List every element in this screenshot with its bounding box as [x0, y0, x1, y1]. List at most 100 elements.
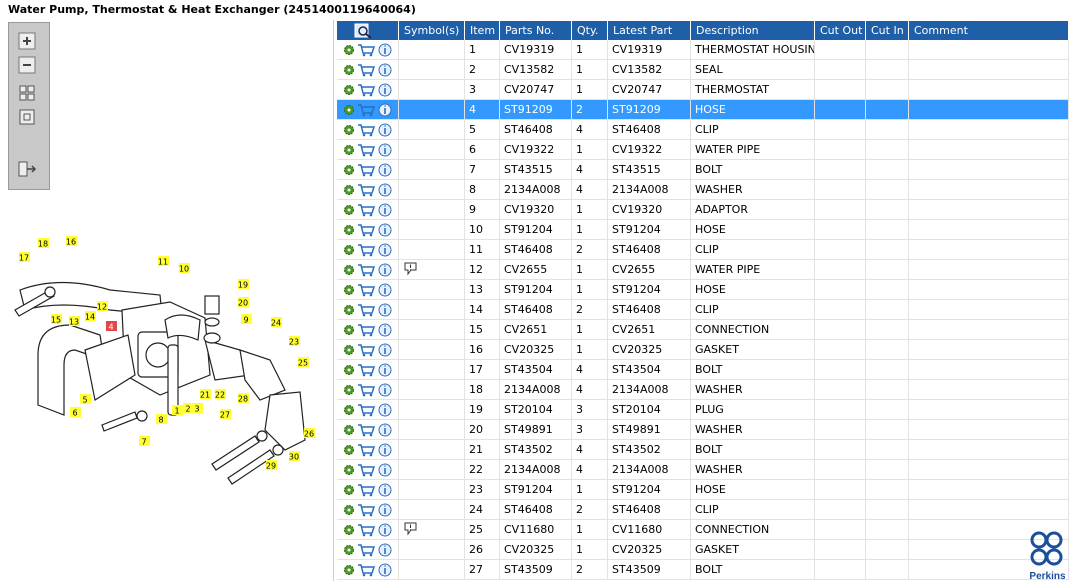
action-icons[interactable] — [341, 320, 397, 338]
callout-box[interactable] — [241, 314, 252, 324]
callout-box[interactable] — [238, 297, 249, 307]
callout-box[interactable] — [220, 409, 231, 419]
column-header[interactable]: Comment — [909, 21, 1069, 40]
callout-label[interactable]: 13 — [69, 318, 79, 327]
actual-size-button[interactable] — [17, 107, 39, 127]
table-row[interactable]: 6 CV19322 1 CV19322 WATER PIPE — [337, 140, 1069, 160]
export-button[interactable] — [17, 159, 39, 179]
callout-label[interactable]: 26 — [304, 430, 314, 439]
callout-box[interactable] — [158, 256, 169, 266]
callout-box[interactable] — [139, 436, 150, 446]
table-row[interactable]: 1 CV19319 1 CV19319 THERMOSTAT HOUSING — [337, 40, 1069, 60]
callout-label[interactable]: 30 — [289, 453, 299, 462]
action-icons[interactable] — [341, 360, 397, 378]
callout-box[interactable] — [70, 407, 81, 417]
table-row[interactable]: 14 ST46408 2 ST46408 CLIP — [337, 300, 1069, 320]
callout-label[interactable]: 8 — [158, 416, 163, 425]
table-row[interactable]: 4 ST91209 2 ST91209 HOSE — [337, 100, 1069, 120]
table-row[interactable]: 12 CV2655 1 CV2655 WATER PIPE — [337, 260, 1069, 280]
callout-box[interactable] — [238, 393, 249, 403]
callout-box[interactable] — [97, 301, 108, 311]
action-icons[interactable] — [341, 380, 397, 398]
callout-box[interactable] — [66, 236, 77, 246]
table-row[interactable]: 24 ST46408 2 ST46408 CLIP — [337, 500, 1069, 520]
column-header[interactable]: Item — [465, 21, 500, 40]
callout-box[interactable] — [69, 316, 80, 326]
callout-box[interactable] — [271, 317, 282, 327]
table-row[interactable]: 25 CV11680 1 CV11680 CONNECTION — [337, 520, 1069, 540]
callout-box[interactable] — [106, 321, 117, 331]
table-row[interactable]: 20 ST49891 3 ST49891 WASHER — [337, 420, 1069, 440]
column-header[interactable]: Parts No. — [500, 21, 572, 40]
zoom-in-button[interactable] — [17, 31, 39, 51]
action-icons[interactable] — [341, 60, 397, 78]
callout-box[interactable] — [298, 357, 309, 367]
callout-box[interactable] — [80, 394, 91, 404]
action-icons[interactable] — [341, 480, 397, 498]
callout-box[interactable] — [38, 238, 49, 248]
action-icons[interactable] — [341, 180, 397, 198]
table-row[interactable]: 2 CV13582 1 CV13582 SEAL — [337, 60, 1069, 80]
callout-box[interactable] — [215, 389, 226, 399]
column-header[interactable]: Symbol(s) — [399, 21, 465, 40]
table-row[interactable]: 13 ST91204 1 ST91204 HOSE — [337, 280, 1069, 300]
callout-box[interactable] — [238, 279, 249, 289]
callout-label[interactable]: 28 — [238, 395, 248, 404]
callout-box[interactable] — [289, 336, 300, 346]
callout-box[interactable] — [172, 405, 183, 415]
zoom-out-button[interactable] — [17, 55, 39, 75]
callout-box[interactable] — [19, 252, 30, 262]
callout-label[interactable]: 5 — [82, 396, 87, 405]
action-icons[interactable] — [341, 120, 397, 138]
callout-box[interactable] — [51, 314, 62, 324]
column-header[interactable]: Description — [691, 21, 815, 40]
table-row[interactable]: 21 ST43502 4 ST43502 BOLT — [337, 440, 1069, 460]
action-icons[interactable] — [341, 280, 397, 298]
callout-label[interactable]: 24 — [271, 319, 281, 328]
callout-label[interactable]: 20 — [238, 299, 248, 308]
callout-box[interactable] — [266, 460, 277, 470]
callout-box[interactable] — [156, 414, 167, 424]
table-row[interactable]: 9 CV19320 1 CV19320 ADAPTOR — [337, 200, 1069, 220]
action-icons[interactable] — [341, 300, 397, 318]
action-icons[interactable] — [341, 200, 397, 218]
callout-box[interactable] — [304, 428, 315, 438]
table-row[interactable]: 18 2134A008 4 2134A008 WASHER — [337, 380, 1069, 400]
action-icons[interactable] — [341, 140, 397, 158]
table-row[interactable]: 7 ST43515 4 ST43515 BOLT — [337, 160, 1069, 180]
callout-label[interactable]: 12 — [97, 303, 107, 312]
callout-box[interactable] — [179, 263, 190, 273]
callout-box[interactable] — [200, 389, 211, 399]
action-icons[interactable] — [341, 260, 397, 278]
callout-label[interactable]: 1 — [174, 407, 179, 416]
action-icons[interactable] — [341, 540, 397, 558]
table-row[interactable]: 15 CV2651 1 CV2651 CONNECTION — [337, 320, 1069, 340]
column-header[interactable]: Latest Part No. — [608, 21, 691, 56]
action-icons[interactable] — [341, 100, 397, 118]
column-header[interactable]: Cut In — [866, 21, 909, 40]
table-row[interactable]: 11 ST46408 2 ST46408 CLIP — [337, 240, 1069, 260]
symbol-icon[interactable] — [403, 520, 419, 538]
action-icons[interactable] — [341, 400, 397, 418]
callout-label[interactable]: 6 — [72, 409, 77, 418]
header-icon-cell[interactable] — [337, 21, 399, 40]
table-row[interactable]: 17 ST43504 4 ST43504 BOLT — [337, 360, 1069, 380]
table-row[interactable]: 22 2134A008 4 2134A008 WASHER — [337, 460, 1069, 480]
callout-label[interactable]: 2 — [185, 405, 190, 414]
callout-label[interactable]: 14 — [85, 313, 95, 322]
table-row[interactable]: 19 ST20104 3 ST20104 PLUG — [337, 400, 1069, 420]
callout-label[interactable]: 21 — [200, 391, 210, 400]
column-header[interactable]: Qty. — [572, 21, 608, 40]
action-icons[interactable] — [341, 340, 397, 358]
table-row[interactable]: 5 ST46408 4 ST46408 CLIP — [337, 120, 1069, 140]
symbol-icon[interactable] — [403, 260, 419, 278]
callout-label[interactable]: 29 — [266, 462, 276, 471]
table-row[interactable]: 8 2134A008 4 2134A008 WASHER — [337, 180, 1069, 200]
callout-label[interactable]: 11 — [158, 258, 168, 267]
action-icons[interactable] — [341, 40, 397, 58]
fit-button[interactable] — [17, 83, 39, 103]
action-icons[interactable] — [341, 440, 397, 458]
table-row[interactable]: 10 ST91204 1 ST91204 HOSE — [337, 220, 1069, 240]
callout-label[interactable]: 18 — [38, 240, 48, 249]
callout-box[interactable] — [192, 403, 203, 413]
